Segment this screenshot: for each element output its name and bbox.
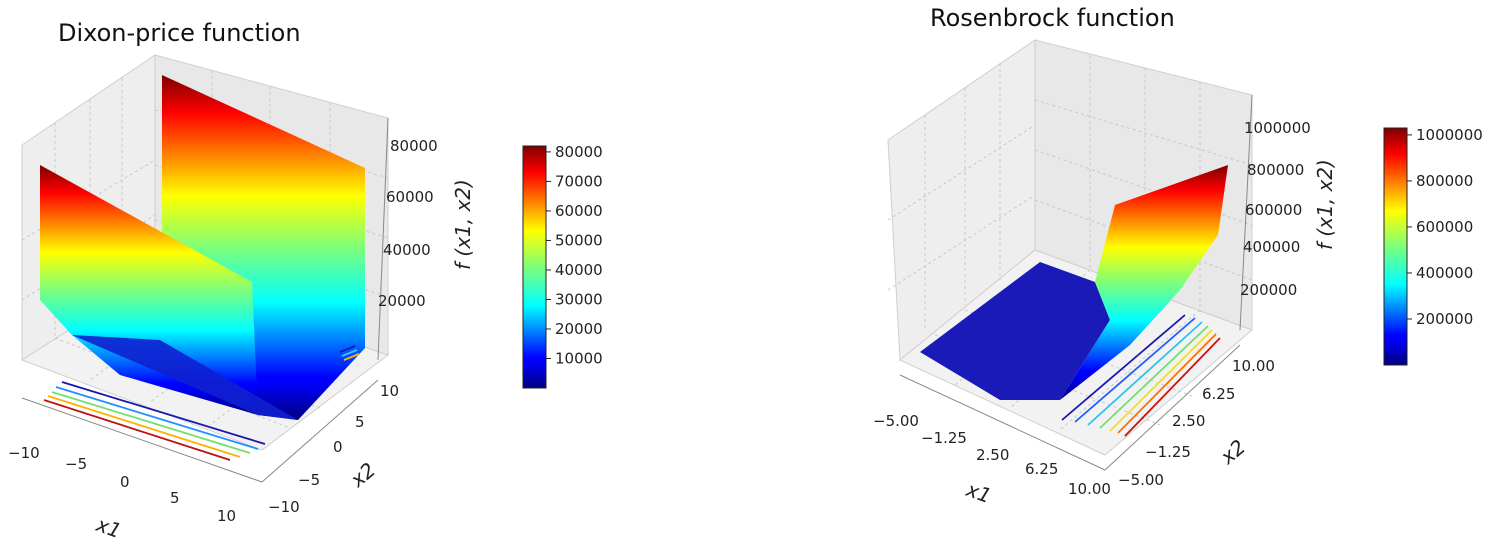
rosen-z-tick: 400000: [1243, 238, 1300, 256]
rosen-x-tick: 6.25: [1025, 460, 1058, 478]
rosen-z-tick: 800000: [1247, 161, 1304, 179]
dixon-x-tick: −5: [65, 455, 87, 473]
colorbar-tick-label: 50000: [555, 231, 603, 249]
dixon-y-tick: 10: [380, 382, 399, 400]
dixon-y-tick: 5: [355, 413, 365, 431]
rosen-x-axis-line: [899, 374, 1106, 471]
colorbar-tick-label: 800000: [1416, 172, 1473, 190]
dixon-x-tick: 5: [170, 489, 180, 507]
rosen-y-tick: 6.25: [1202, 385, 1235, 403]
rosen-xlabel: x1: [962, 477, 994, 508]
dixon-surface-front-wing: [40, 165, 258, 415]
colorbar-tick-label: 60000: [555, 202, 603, 220]
rosen-y-tick: 2.50: [1172, 412, 1205, 430]
colorbar-tick-label: 20000: [555, 320, 603, 338]
dixon-z-axis-line: [377, 117, 389, 361]
rosen-x-tick: 10.00: [1068, 480, 1111, 498]
rosen-ylabel: x2: [1215, 435, 1250, 470]
colorbar-tick-label: 1000000: [1416, 126, 1483, 144]
colorbar-tick-label: 80000: [555, 143, 603, 161]
dixon-x-tick: −10: [8, 444, 40, 462]
dixon-y-axis-line: [261, 379, 379, 483]
rosen-z-axis-line: [1239, 94, 1253, 331]
colorbar-tick-label: 400000: [1416, 264, 1473, 282]
rosenbrock-chart: Rosenbrock function −5.00: [873, 4, 1483, 508]
dixon-z-tick: 60000: [386, 188, 434, 206]
dixon-y-tick: −10: [268, 498, 300, 516]
dixon-title: Dixon-price function: [58, 19, 301, 47]
rosen-x-tick: −1.25: [921, 429, 967, 447]
colorbar-tick-label: 40000: [555, 261, 603, 279]
rosen-colorbar: [1383, 127, 1408, 366]
dixon-contours: [43, 345, 360, 461]
colorbar-tick-label: 70000: [555, 172, 603, 190]
rosen-zlabel: f (x1, x2): [1313, 159, 1337, 250]
rosen-y-tick: −1.25: [1145, 443, 1191, 461]
dixon-x-tick: 10: [217, 507, 236, 525]
rosen-x-tick: −5.00: [873, 412, 919, 430]
dixon-y-tick: −5: [298, 471, 320, 489]
colorbar-tick-label: 600000: [1416, 218, 1473, 236]
dixon-surface-valley: [72, 335, 298, 420]
dixon-zlabel: f (x1, x2): [451, 179, 475, 270]
dixon-z-tick: 80000: [390, 137, 438, 155]
rosen-y-tick: −5.00: [1118, 471, 1164, 489]
colorbar-tick-label: 30000: [555, 290, 603, 308]
rosen-surface-floor: [920, 262, 1110, 400]
rosen-contours: [1061, 314, 1221, 437]
dixon-z-tick: 20000: [378, 292, 426, 310]
dixon-y-tick: 0: [333, 438, 343, 456]
dixon-price-chart: Dixon-price function: [8, 19, 603, 543]
colorbar-tick-label: 10000: [555, 349, 603, 367]
colorbar-tick-label: 200000: [1416, 310, 1473, 328]
dixon-xlabel: x1: [92, 512, 124, 543]
dixon-ylabel: x2: [345, 458, 380, 493]
rosen-x-tick: 2.50: [976, 446, 1009, 464]
rosen-colorbar-ticks: 200000 400000 600000 800000 1000000: [1407, 126, 1483, 328]
dixon-colorbar-ticks: 10000 20000 30000 40000 50000 60000 70000 80000: [546, 143, 603, 367]
rosen-z-tick: 200000: [1240, 281, 1297, 299]
dixon-z-tick: 40000: [383, 241, 431, 259]
rosen-z-tick: 1000000: [1244, 119, 1311, 137]
rosen-surface-wall: [1060, 165, 1228, 400]
dixon-colorbar: [522, 145, 547, 389]
rosen-z-tick: 600000: [1245, 201, 1302, 219]
rosenbrock-title: Rosenbrock function: [930, 4, 1175, 32]
rosen-y-axis-line: [1104, 344, 1241, 471]
dixon-x-tick: 0: [120, 473, 130, 491]
rosen-y-tick: 10.00: [1232, 357, 1275, 375]
dixon-x-axis-line: [21, 397, 263, 483]
